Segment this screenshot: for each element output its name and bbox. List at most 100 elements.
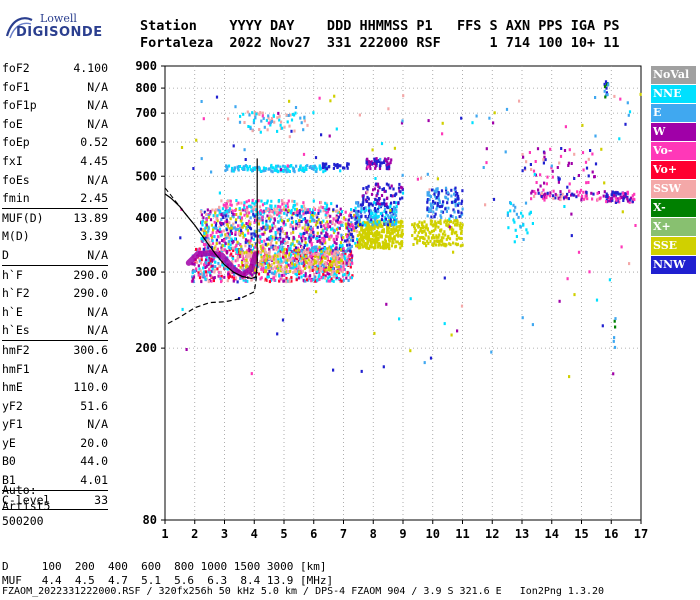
echo-point bbox=[299, 232, 302, 236]
echo-point bbox=[281, 255, 285, 259]
echo-point bbox=[209, 233, 212, 237]
echo-point bbox=[388, 239, 391, 243]
echo-point bbox=[341, 221, 344, 225]
echo-point bbox=[278, 279, 281, 283]
echo-point bbox=[392, 224, 395, 228]
echo-point bbox=[302, 204, 306, 208]
echo-point bbox=[234, 259, 237, 263]
echo-point bbox=[335, 246, 338, 250]
param-value: N/A bbox=[87, 361, 108, 376]
echo-point bbox=[234, 232, 237, 236]
echo-point bbox=[243, 251, 246, 255]
echo-point bbox=[271, 235, 274, 239]
echo-point bbox=[280, 259, 283, 263]
echo-point bbox=[253, 214, 256, 218]
echo-point bbox=[369, 245, 372, 249]
echo-point bbox=[278, 252, 281, 256]
echo-point bbox=[294, 111, 297, 115]
echo-point bbox=[322, 267, 325, 271]
echo-point bbox=[270, 209, 273, 213]
echo-point bbox=[291, 220, 294, 224]
echo-point bbox=[270, 262, 273, 266]
echo-point bbox=[343, 166, 346, 170]
echo-point bbox=[287, 114, 290, 117]
echo-point bbox=[313, 211, 316, 215]
echo-point bbox=[210, 170, 213, 174]
echo-point bbox=[270, 117, 274, 120]
echo-point bbox=[230, 224, 233, 228]
echo-point bbox=[429, 222, 432, 226]
echo-point bbox=[286, 202, 289, 206]
echo-point bbox=[426, 200, 429, 204]
echo-point bbox=[341, 253, 344, 257]
echo-point bbox=[348, 258, 351, 262]
echo-point bbox=[241, 231, 244, 235]
echo-point bbox=[204, 246, 207, 250]
echo-point bbox=[401, 196, 404, 200]
echo-point bbox=[323, 234, 326, 238]
echo-point bbox=[546, 175, 549, 179]
echo-point bbox=[273, 246, 276, 250]
echo-point bbox=[349, 249, 352, 253]
echo-point bbox=[298, 234, 301, 238]
echo-point bbox=[292, 271, 295, 274]
echo-point bbox=[450, 194, 453, 198]
echo-point bbox=[385, 182, 388, 186]
echo-point bbox=[371, 148, 374, 152]
echo-point bbox=[554, 196, 557, 200]
echo-point bbox=[395, 210, 398, 214]
echo-point bbox=[347, 229, 350, 233]
echo-point bbox=[242, 165, 246, 169]
echo-point bbox=[309, 274, 312, 278]
echo-point bbox=[311, 269, 314, 272]
echo-point bbox=[342, 247, 345, 251]
echo-point bbox=[260, 247, 263, 251]
echo-point bbox=[228, 199, 231, 203]
echo-point bbox=[447, 234, 450, 238]
echo-point bbox=[447, 223, 450, 227]
echo-point bbox=[567, 161, 570, 165]
y-tick-label: 200 bbox=[135, 341, 157, 355]
echo-point bbox=[395, 220, 398, 224]
echo-point bbox=[442, 236, 445, 240]
echo-point bbox=[278, 244, 281, 248]
echo-point bbox=[316, 253, 319, 257]
echo-point bbox=[307, 208, 310, 212]
echo-point bbox=[448, 242, 451, 246]
echo-point bbox=[530, 197, 533, 201]
echo-point bbox=[205, 218, 208, 222]
echo-point bbox=[250, 205, 253, 209]
echo-point bbox=[267, 261, 270, 265]
echo-point bbox=[351, 239, 355, 243]
echo-point bbox=[231, 214, 234, 218]
param-label: h`Es bbox=[2, 323, 30, 338]
echo-point bbox=[278, 208, 281, 212]
echo-point bbox=[308, 166, 311, 169]
echo-point bbox=[329, 265, 332, 269]
echo-point bbox=[549, 194, 552, 198]
echo-point bbox=[333, 240, 336, 244]
echo-point bbox=[279, 236, 282, 240]
echo-point bbox=[280, 277, 283, 281]
echo-point bbox=[335, 214, 338, 218]
echo-point bbox=[288, 255, 292, 259]
echo-point bbox=[306, 164, 309, 168]
echo-point bbox=[297, 225, 300, 229]
echo-point bbox=[325, 207, 329, 211]
echo-point bbox=[234, 230, 237, 234]
echo-point bbox=[335, 265, 338, 269]
echo-point bbox=[283, 274, 286, 277]
echo-point bbox=[274, 274, 277, 278]
echo-point bbox=[366, 246, 369, 250]
echo-point bbox=[377, 242, 380, 246]
echo-point bbox=[454, 204, 457, 208]
param-value: N/A bbox=[87, 247, 108, 262]
echo-point bbox=[294, 224, 297, 228]
echo-point bbox=[419, 226, 422, 230]
echo-point bbox=[365, 200, 368, 203]
echo-point bbox=[292, 230, 295, 234]
legend-item: NNE bbox=[651, 85, 696, 103]
echo-point bbox=[253, 220, 256, 224]
echo-point bbox=[348, 240, 351, 244]
